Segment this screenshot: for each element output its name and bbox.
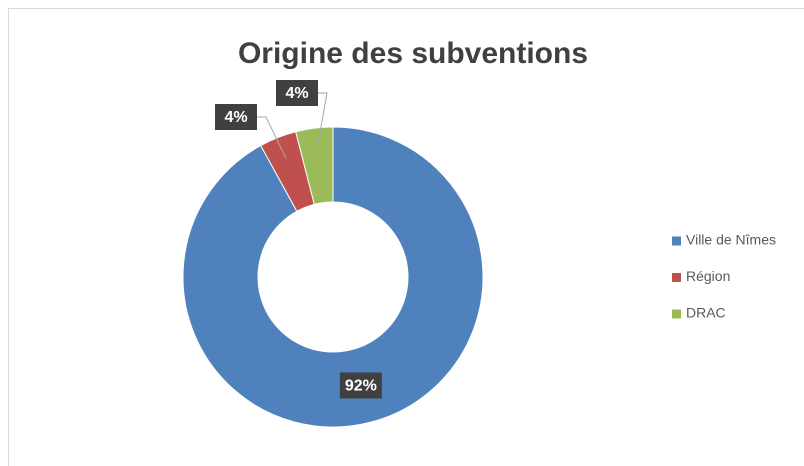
leader-line	[316, 92, 328, 151]
data-label: 92%	[345, 378, 377, 395]
donut-slice	[295, 126, 334, 205]
legend-label: DRAC	[686, 305, 726, 321]
donut-slice	[182, 126, 484, 428]
legend-label: Région	[686, 268, 730, 284]
data-label-box	[339, 372, 382, 399]
chart-title: Origine des subventions	[238, 37, 588, 70]
data-label-box	[276, 80, 318, 106]
leader-line	[257, 116, 287, 159]
data-label: 4%	[224, 109, 247, 126]
legend-label: Ville de Nîmes	[686, 232, 776, 248]
legend-swatch	[672, 309, 681, 319]
legend-swatch	[672, 273, 681, 282]
data-label: 4%	[285, 85, 308, 102]
data-label-box	[215, 104, 257, 130]
legend-swatch	[672, 236, 681, 246]
